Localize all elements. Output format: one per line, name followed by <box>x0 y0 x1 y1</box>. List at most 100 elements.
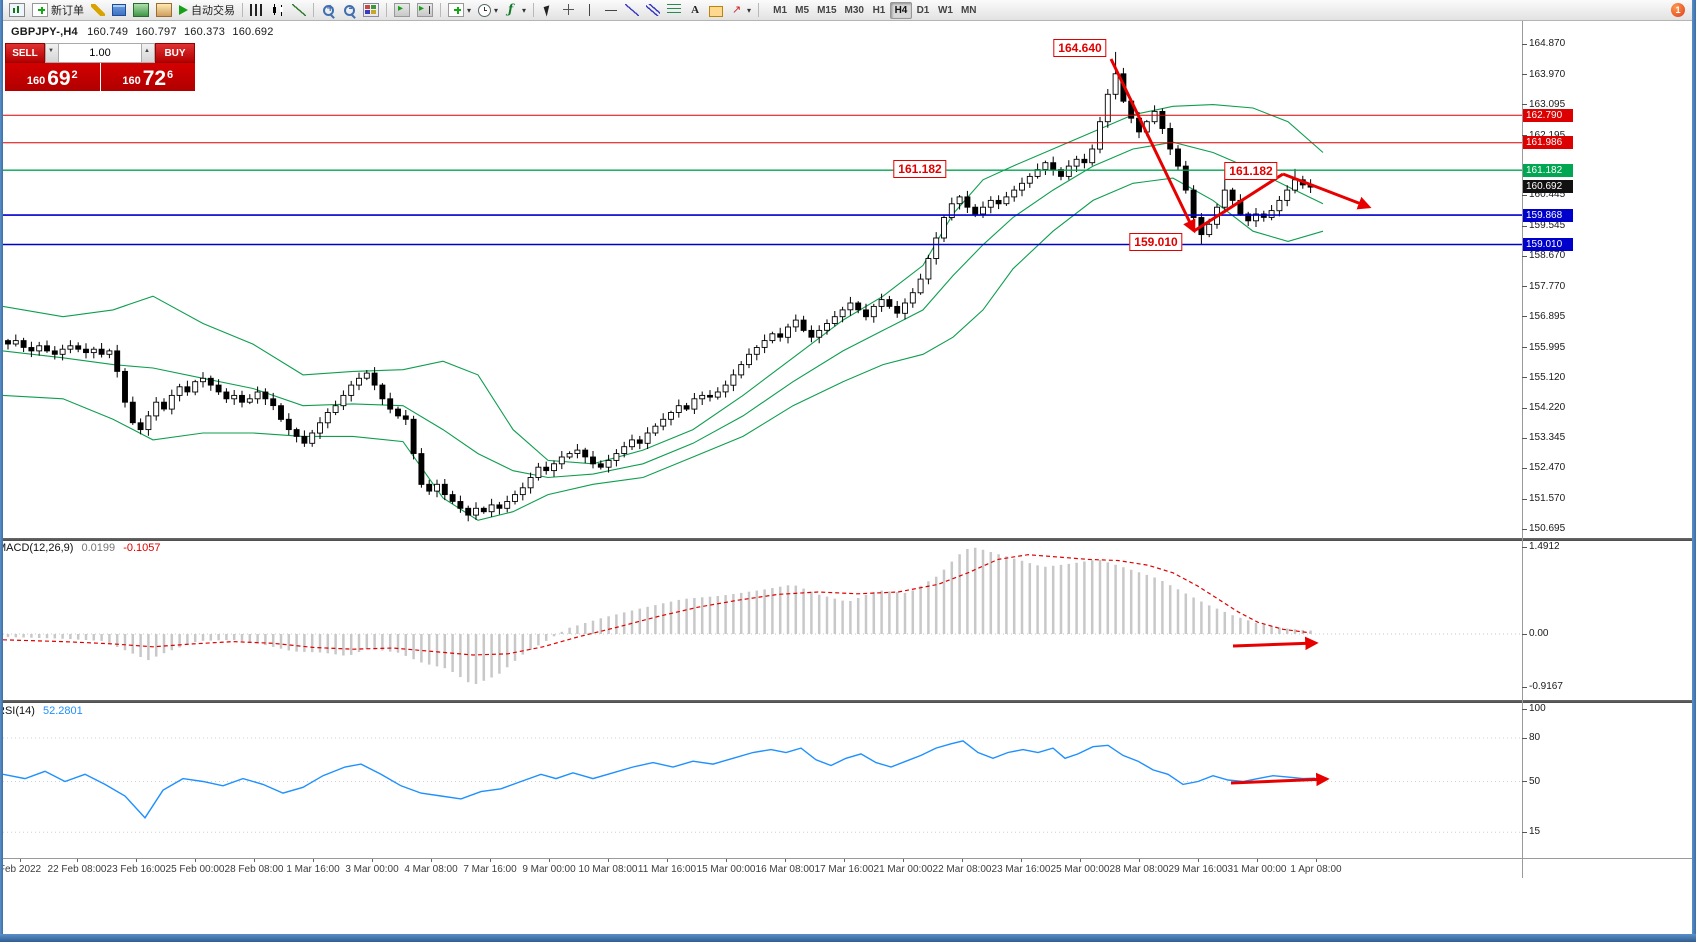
new-order-button[interactable]: 新订单 <box>29 1 87 19</box>
buy-price-prefix: 160 <box>122 75 141 87</box>
rsi-arrow <box>1230 772 1330 787</box>
volume-input[interactable] <box>59 43 141 63</box>
trendline-tool-button[interactable] <box>622 1 642 19</box>
macd-panel-canvas[interactable] <box>3 541 1522 700</box>
macd-scale-label: 0.00 <box>1529 628 1549 639</box>
bollinger-upper <box>3 104 1324 465</box>
cursor-tool-button[interactable] <box>538 1 558 19</box>
time-label: 10 Mar 08:00 <box>578 864 638 875</box>
volume-decrease-button[interactable] <box>45 43 59 63</box>
new-chart-icon <box>448 3 464 17</box>
timeframe-w1-button[interactable]: W1 <box>934 2 957 19</box>
new-chart-button[interactable] <box>445 1 474 19</box>
main-chart-canvas[interactable] <box>3 21 1522 538</box>
time-label: 15 Mar 00:00 <box>696 864 756 875</box>
profiles-button[interactable] <box>475 1 501 19</box>
arrow-objects-button[interactable] <box>727 1 754 19</box>
sell-price-sup: 2 <box>71 69 78 81</box>
text-icon: A <box>691 4 700 16</box>
tile-windows-button[interactable] <box>360 1 382 19</box>
price-axis-dash <box>1522 467 1527 469</box>
time-axis-tick <box>254 859 255 862</box>
text-tool-button[interactable]: A <box>685 1 705 19</box>
time-label: 28 Feb 08:00 <box>224 864 284 875</box>
horizontal-line-tool-button[interactable] <box>601 1 621 19</box>
time-label: 22 Mar 08:00 <box>932 864 992 875</box>
time-label: 17 Mar 16:00 <box>814 864 874 875</box>
low-value: 160.373 <box>183 26 226 38</box>
fibonacci-tool-button[interactable] <box>664 1 684 19</box>
auto-trading-button[interactable]: 自动交易 <box>176 1 238 19</box>
time-axis-tick <box>1257 859 1258 862</box>
new-order-label: 新订单 <box>51 5 84 17</box>
vertical-line-tool-button[interactable] <box>580 1 600 19</box>
time-label: 4 Mar 08:00 <box>404 864 458 875</box>
rsi-scale-label: 100 <box>1529 703 1546 714</box>
price-tick: 154.220 <box>1529 402 1566 414</box>
price-level-tag: 161.182 <box>1523 163 1573 177</box>
price-tick: 152.470 <box>1529 462 1566 474</box>
time-label: 7 Mar 16:00 <box>463 864 517 875</box>
indicators-button[interactable] <box>502 1 529 19</box>
time-label: 22 Feb 08:00 <box>47 864 107 875</box>
time-axis[interactable]: Feb 2022 22 Feb 08:00 23 Feb 16:00 25 Feb 0… <box>3 859 1522 878</box>
channel-icon <box>646 4 661 16</box>
price-axis-dash <box>1522 407 1527 409</box>
macd-signal-value: -0.1057 <box>123 542 161 554</box>
sell-button[interactable]: SELL <box>5 43 45 63</box>
sell-price-panel[interactable]: 160 69 2 <box>5 63 100 91</box>
sell-price-big: 69 <box>47 67 71 90</box>
zoom-out-button[interactable] <box>339 1 359 19</box>
timeframe-d1-button[interactable]: D1 <box>912 2 934 19</box>
macd-scale-label: 1.4912 <box>1529 541 1560 553</box>
rsi-line <box>3 740 1316 819</box>
high-value: 160.797 <box>135 26 177 38</box>
timeframe-m5-button[interactable]: M5 <box>791 2 813 19</box>
time-label: 23 Mar 16:00 <box>991 864 1051 875</box>
market-watch-button[interactable] <box>109 1 129 19</box>
price-axis[interactable]: 164.870 163.970 163.095 162.195 160.445 159.5… <box>1522 21 1692 878</box>
chart-window-button[interactable] <box>6 1 28 19</box>
candlestick-chart-button[interactable] <box>268 1 288 19</box>
arrow-objects-icon <box>730 3 744 16</box>
timeframe-m1-button[interactable]: M1 <box>769 2 791 19</box>
time-label: 25 Mar 00:00 <box>1050 864 1110 875</box>
chart-shift-button[interactable] <box>414 1 436 19</box>
panel-splitter[interactable] <box>3 700 1692 703</box>
panel-splitter[interactable] <box>3 538 1692 541</box>
metaeditor-button[interactable] <box>88 1 108 19</box>
bar-chart-button[interactable] <box>247 1 267 19</box>
time-label: 31 Mar 00:00 <box>1227 864 1287 875</box>
rsi-scale-label: 15 <box>1529 826 1541 838</box>
price-tick: 160.445 <box>1529 189 1566 201</box>
timeframe-h4-button[interactable]: H4 <box>889 1 912 19</box>
volume-increase-button[interactable] <box>141 43 155 63</box>
macd-signal-line <box>3 554 1311 656</box>
time-axis-tick <box>844 859 845 862</box>
autotrade-play-icon <box>179 5 188 15</box>
crosshair-tool-button[interactable] <box>559 1 579 19</box>
rsi-panel-canvas[interactable] <box>3 703 1522 858</box>
time-axis-tick <box>20 859 21 862</box>
buy-button[interactable]: BUY <box>155 43 195 63</box>
price-level-tag: 159.868 <box>1523 208 1573 222</box>
time-label: 3 Mar 00:00 <box>345 864 399 875</box>
zoom-in-button[interactable] <box>318 1 338 19</box>
data-window-button[interactable] <box>130 1 152 19</box>
timeframe-m30-button[interactable]: M30 <box>841 2 868 19</box>
channel-tool-button[interactable] <box>643 1 663 19</box>
time-axis-tick <box>136 859 137 862</box>
buy-price-panel[interactable]: 160 72 6 <box>100 63 195 91</box>
navigator-button[interactable] <box>153 1 175 19</box>
timeframe-h1-button[interactable]: H1 <box>868 2 890 19</box>
time-label: 25 Feb 00:00 <box>165 864 225 875</box>
timeframe-m15-button[interactable]: M15 <box>813 2 840 19</box>
notification-badge[interactable]: 1 <box>1671 3 1685 17</box>
window-frame-right <box>1692 0 1696 942</box>
text-label-tool-button[interactable] <box>706 1 726 19</box>
line-chart-button[interactable] <box>289 1 309 19</box>
auto-scroll-button[interactable] <box>391 1 413 19</box>
price-tick: 150.695 <box>1529 523 1566 534</box>
horizontal-line-icon <box>604 4 619 16</box>
timeframe-mn-button[interactable]: MN <box>957 2 981 19</box>
